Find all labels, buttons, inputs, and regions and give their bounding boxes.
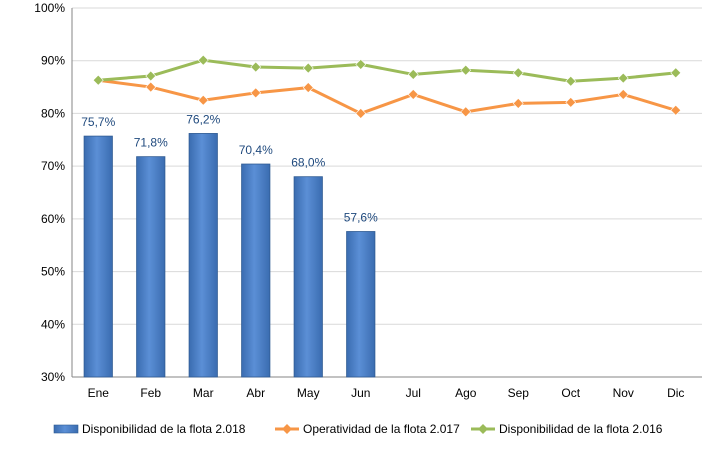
line-point xyxy=(407,89,419,100)
line-point xyxy=(565,96,577,108)
x-tick-label: Nov xyxy=(613,386,634,400)
line-point xyxy=(197,94,209,106)
bar-series xyxy=(83,133,376,378)
legend: Disponibilidad de la flota 2.018 Operativ… xyxy=(53,422,663,436)
bar xyxy=(346,231,376,378)
y-tick-label: 80% xyxy=(41,106,65,120)
x-axis-ticks: Ene Feb Mar Abr May Jun Jul Ago Sep Oct Nov Dic xyxy=(88,386,685,400)
line-point xyxy=(670,67,682,79)
legend-label: Disponibilidad de la flota 2.016 xyxy=(499,422,663,436)
bar xyxy=(241,163,271,378)
legend-swatch-bar xyxy=(53,424,79,434)
line-point xyxy=(460,106,472,118)
x-tick-label: Feb xyxy=(140,386,161,400)
line-point xyxy=(512,97,524,109)
line-point xyxy=(250,61,262,73)
line-point xyxy=(197,54,209,66)
bar xyxy=(293,176,323,378)
line-point xyxy=(250,87,262,99)
data-label: 71,8% xyxy=(134,136,168,150)
line-point xyxy=(670,104,682,116)
data-label: 70,4% xyxy=(239,143,273,157)
line-point xyxy=(302,82,314,94)
line-series xyxy=(92,54,682,119)
line-point xyxy=(617,72,629,84)
data-label: 76,2% xyxy=(186,112,220,126)
line-point xyxy=(355,108,367,119)
x-tick-label: Oct xyxy=(561,386,580,400)
bar xyxy=(83,135,113,378)
y-axis-ticks: 30% 40% 50% 60% 70% 80% 90% 100% xyxy=(34,1,65,384)
line-point xyxy=(145,81,157,93)
x-tick-label: May xyxy=(297,386,320,400)
legend-swatch-marker xyxy=(478,424,488,434)
data-label: 57,6% xyxy=(344,211,378,225)
data-labels: 75,7% 71,8% 76,2% 70,4% 68,0% 57,6% xyxy=(81,112,378,224)
line-point xyxy=(512,67,524,79)
y-tick-label: 60% xyxy=(41,212,65,226)
x-tick-label: Dic xyxy=(667,386,684,400)
legend-label: Operatividad de la flota 2.017 xyxy=(303,422,460,436)
x-tick-label: Sep xyxy=(508,386,530,400)
legend-swatch-marker xyxy=(282,424,292,434)
x-tick-label: Jul xyxy=(406,386,421,400)
line-point xyxy=(565,75,577,87)
y-tick-label: 70% xyxy=(41,159,65,173)
line-point xyxy=(617,89,629,100)
line-point xyxy=(302,62,314,74)
y-tick-label: 50% xyxy=(41,265,65,279)
y-tick-label: 100% xyxy=(34,1,65,15)
x-tick-label: Ago xyxy=(455,386,477,400)
x-tick-label: Mar xyxy=(193,386,214,400)
line-point xyxy=(355,58,367,70)
y-tick-label: 40% xyxy=(41,317,65,331)
line-point xyxy=(407,68,419,80)
gridlines xyxy=(71,7,702,378)
line-point xyxy=(92,74,104,86)
line-point xyxy=(145,70,157,82)
data-label: 75,7% xyxy=(81,115,115,129)
series-line xyxy=(98,58,676,83)
series-line xyxy=(98,78,677,115)
x-tick-label: Jun xyxy=(351,386,370,400)
y-tick-label: 30% xyxy=(41,370,65,384)
legend-label: Disponibilidad de la flota 2.018 xyxy=(82,422,246,436)
x-tick-label: Ene xyxy=(88,386,110,400)
y-tick-label: 90% xyxy=(41,54,65,68)
bar xyxy=(136,156,166,378)
data-label: 68,0% xyxy=(291,156,325,170)
x-tick-label: Abr xyxy=(246,386,265,400)
line-point xyxy=(460,64,472,76)
bar xyxy=(188,133,218,378)
